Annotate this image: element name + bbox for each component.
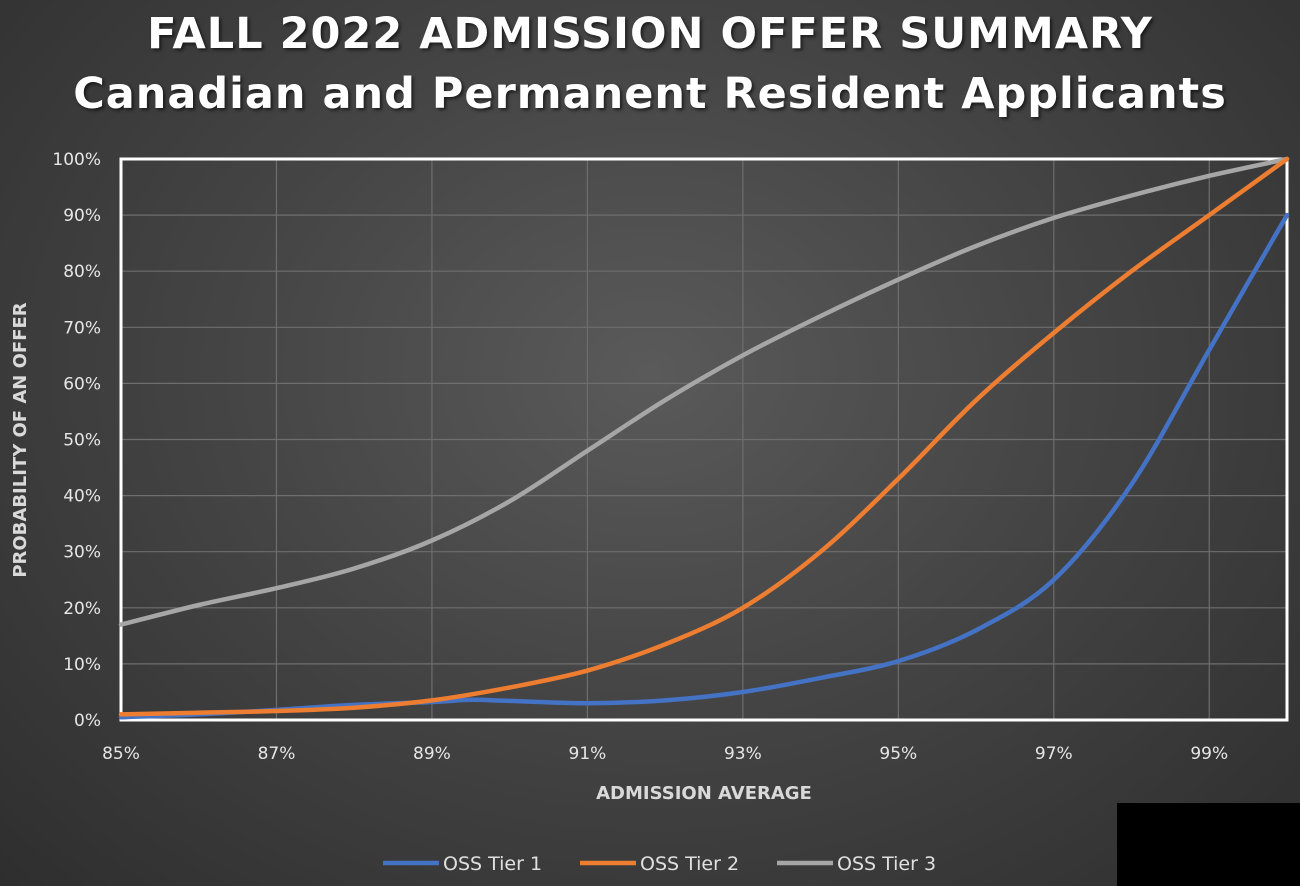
chart-legend: OSS Tier 1 OSS Tier 2 OSS Tier 3 (383, 853, 936, 875)
y-tick-label: 70% (63, 318, 101, 338)
x-axis-ticks: 85% 87% 89% 91% 93% 95% 97% 99% (102, 744, 1228, 764)
plot-frame (119, 157, 1289, 722)
y-tick-label: 50% (63, 431, 101, 451)
y-tick-label: 30% (63, 543, 101, 563)
y-tick-label: 80% (63, 262, 101, 282)
x-tick-label: 95% (879, 744, 917, 764)
legend-label-oss-tier-3: OSS Tier 3 (837, 853, 936, 875)
legend-label-oss-tier-1: OSS Tier 1 (443, 853, 542, 875)
x-tick-label: 85% (102, 744, 140, 764)
series-line-oss-tier-3 (118, 156, 1290, 627)
y-tick-label: 10% (63, 655, 101, 675)
x-tick-label: 99% (1190, 744, 1228, 764)
chart-grid (120, 158, 1287, 721)
y-axis-ticks: 0% 10% 20% 30% 40% 50% 60% 70% 80% 90% 100% (52, 150, 101, 731)
x-tick-label: 93% (724, 744, 762, 764)
series-line-oss-tier-2 (118, 156, 1290, 717)
x-tick-label: 89% (413, 744, 451, 764)
x-tick-label: 87% (258, 744, 296, 764)
y-axis-title: PROBABILITY OF AN OFFER (10, 302, 31, 577)
x-tick-label: 91% (569, 744, 607, 764)
y-tick-label: 90% (63, 206, 101, 226)
series-line-oss-tier-1 (118, 212, 1290, 720)
series-group (118, 156, 1290, 720)
chart-title: FALL 2022 ADMISSION OFFER SUMMARY (147, 9, 1153, 59)
y-tick-label: 40% (63, 487, 101, 507)
y-tick-label: 100% (52, 150, 101, 170)
x-axis-title: ADMISSION AVERAGE (596, 783, 812, 804)
y-tick-label: 60% (63, 374, 101, 394)
chart-subtitle: Canadian and Permanent Resident Applican… (73, 69, 1227, 119)
x-tick-label: 97% (1035, 744, 1073, 764)
y-tick-label: 20% (63, 599, 101, 619)
y-tick-label: 0% (74, 711, 101, 731)
redacted-box (1117, 803, 1300, 886)
legend-label-oss-tier-2: OSS Tier 2 (640, 853, 739, 875)
